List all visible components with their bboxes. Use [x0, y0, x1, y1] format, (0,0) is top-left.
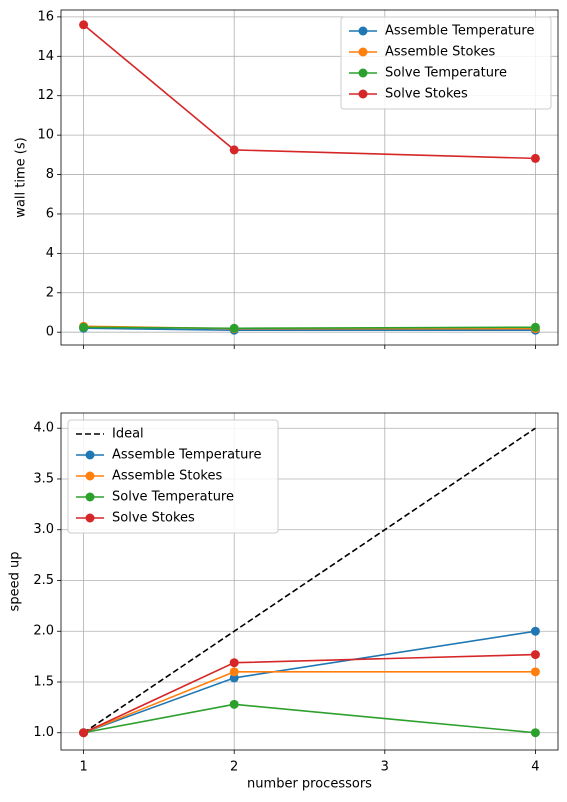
data-point	[229, 667, 239, 677]
data-point	[229, 699, 239, 709]
legend-label: Assemble Stokes	[112, 469, 222, 484]
y-axis-label: speed up	[8, 552, 23, 612]
data-point	[530, 153, 540, 163]
legend-marker	[85, 471, 95, 481]
y-tick-label: 8	[46, 167, 54, 182]
y-axis-label: wall time (s)	[14, 137, 29, 217]
y-tick-label: 6	[46, 206, 54, 221]
legend: Assemble Temperature Assemble Stokes Solve…	[340, 16, 552, 110]
y-tick-label: 1.5	[33, 674, 54, 689]
legend-marker	[358, 68, 368, 78]
data-point	[530, 667, 540, 677]
legend-label: Solve Temperature	[112, 490, 234, 505]
x-tick-label: 3	[381, 760, 389, 775]
legend-label: Solve Stokes	[112, 511, 195, 526]
axes-frame	[60, 9, 559, 346]
legend-label: Assemble Temperature	[112, 448, 261, 463]
x-tick-label: 4	[531, 760, 539, 775]
data-point	[530, 650, 540, 660]
y-tick-label: 1.0	[33, 725, 54, 740]
legend-marker	[85, 450, 95, 460]
y-tick-label: 4	[46, 246, 54, 261]
legend-box	[340, 16, 552, 110]
y-tick-label: 0	[46, 325, 54, 340]
y-tick-label: 14	[37, 49, 54, 64]
legend-label: Solve Temperature	[385, 66, 507, 81]
data-point	[530, 626, 540, 636]
plot: 0 2 4 6 8 10 12 14 16 wall time (s)	[14, 9, 559, 349]
series-line	[83, 671, 536, 734]
y-tick-label: 2.5	[33, 573, 54, 588]
legend: Ideal Assemble Temperature Assemble Stokes…	[67, 419, 279, 534]
data-point	[79, 20, 89, 30]
axes-frame	[60, 412, 559, 751]
legend-marker	[85, 513, 95, 523]
data-point	[229, 658, 239, 668]
data-point	[530, 728, 540, 738]
data-point	[79, 322, 89, 332]
plot: 1 2 3 4 1.0 1.5 2.0 2.5 3.0 3.5 4.0 speed up number …	[8, 412, 559, 792]
y-tick-label: 16	[37, 9, 54, 24]
data-point	[229, 145, 239, 155]
legend-marker	[358, 89, 368, 99]
y-tick-label: 4.0	[33, 421, 54, 436]
data-point	[530, 322, 540, 332]
x-axis-label: number processors	[247, 777, 372, 792]
legend-label: Solve Stokes	[385, 87, 468, 102]
y-tick-label: 2.0	[33, 624, 54, 639]
legend-marker	[85, 492, 95, 502]
series-line	[83, 427, 536, 734]
y-tick-label: 2	[46, 285, 54, 300]
legend-box	[67, 419, 279, 534]
legend-marker	[358, 26, 368, 36]
legend-label: Assemble Temperature	[385, 24, 534, 39]
y-tick-label: 10	[37, 128, 54, 143]
legend-label: Ideal	[112, 427, 144, 442]
data-point	[79, 728, 89, 738]
data-point	[229, 323, 239, 333]
x-tick-label: 1	[79, 760, 87, 775]
legend-label: Assemble Stokes	[385, 45, 495, 60]
series-line	[83, 326, 536, 330]
y-tick-label: 3.5	[33, 471, 54, 486]
x-tick-label: 2	[230, 760, 238, 775]
y-tick-label: 12	[37, 88, 54, 103]
y-tick-label: 3.0	[33, 522, 54, 537]
legend-marker	[358, 47, 368, 57]
